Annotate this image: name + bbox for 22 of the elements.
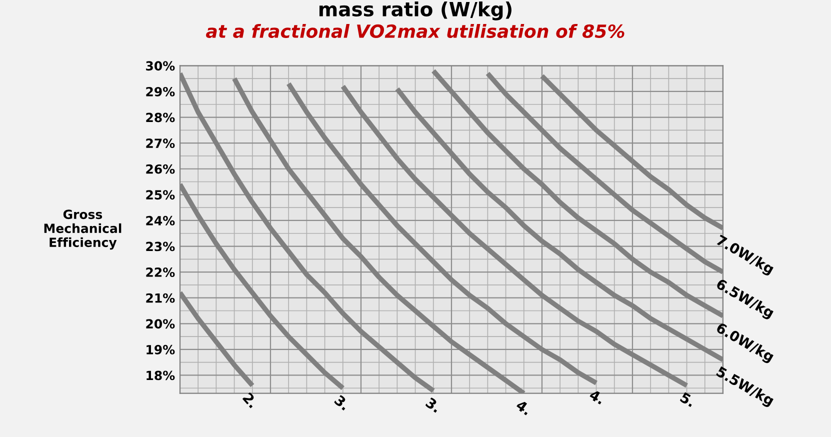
y-tick-label: 28% [146,112,175,122]
y-tick-label: 21% [146,293,175,303]
y-tick-label: 23% [146,242,175,252]
text: 5. [680,392,696,408]
y-tick-label: 18% [146,370,175,380]
text: 4. [588,389,606,404]
y-tick-label: 27% [146,138,175,148]
text: 3. [425,397,442,413]
text: 4. [515,400,532,416]
y-tick-label: 19% [146,344,175,354]
y-tick-label: 20% [146,319,175,329]
text: 3. [334,394,350,411]
y-tick-label: 30% [146,61,175,71]
y-tick-label: 22% [146,268,175,277]
y-tick-label: 29% [146,86,175,96]
chart-subtitle: at a fractional VO2max utilisation of 85% [206,24,624,38]
y-tick-label: 24% [146,216,175,226]
y-axis-title: Gross Mechanical Efficiency [44,210,122,250]
chart-title: mass ratio (W/kg) [319,1,512,20]
text: 2. [242,392,258,408]
y-tick-label: 26% [146,164,175,174]
y-tick-label: 25% [146,190,175,200]
